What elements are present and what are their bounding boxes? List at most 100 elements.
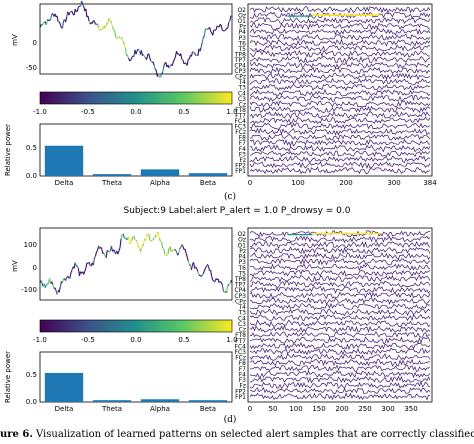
trace-segment: [192, 51, 194, 53]
channel-label: T4: [238, 79, 247, 86]
channel-label: T5: [238, 270, 247, 277]
trace-segment: [105, 250, 108, 258]
channel-label: TP8: [234, 51, 246, 58]
channel-label: FC4: [235, 343, 247, 350]
channel-label: FP1: [235, 394, 246, 401]
trace-segment: [133, 235, 136, 240]
channel-trace-group: [249, 229, 431, 401]
eeg-ytick: 100: [24, 241, 37, 249]
trace-segment: [174, 249, 178, 253]
channel-trace: [249, 122, 431, 130]
trace-segment: [223, 290, 225, 293]
channel-trace: [249, 269, 431, 277]
trace-segment: [153, 65, 156, 70]
channel-trace: [249, 297, 431, 305]
trace-segment: [186, 256, 189, 262]
trace-segment: [73, 9, 76, 16]
channel-trace: [249, 6, 431, 14]
trace-segment: [123, 237, 126, 239]
channel-label: FP1: [235, 168, 246, 175]
channel-trace: [249, 105, 431, 114]
channel-label: TP8: [234, 276, 246, 283]
channel-label: Oz: [238, 13, 246, 20]
trace-segment: [83, 271, 86, 275]
channel-trace: [249, 16, 431, 25]
trace-segment: [184, 248, 187, 254]
channel-xtick: 100: [289, 405, 302, 413]
trace-segment: [109, 20, 112, 24]
trace-segment: [97, 23, 100, 29]
trace-segment: [122, 233, 125, 238]
channel-trace: [249, 258, 431, 266]
channel-trace: [249, 100, 431, 108]
trace-segment: [54, 287, 57, 291]
channel-label: CP3: [234, 68, 246, 75]
colorbar-gradient: [39, 319, 233, 333]
trace-segment: [126, 55, 130, 59]
channel-label: C4: [238, 315, 246, 322]
channel-label: Pz: [239, 248, 246, 255]
trace-segment: [165, 254, 168, 257]
trace-segment: [76, 6, 79, 12]
trace-segment: [227, 22, 230, 29]
trace-segment: [125, 54, 128, 57]
trace-segment: [181, 244, 184, 247]
trace-segment: [59, 281, 62, 287]
channel-label: FT8: [235, 107, 246, 114]
channel-trace: [249, 229, 431, 238]
trace-segment: [203, 29, 206, 37]
channel-label: FC3: [235, 349, 247, 356]
channel-label: CP4: [234, 287, 246, 294]
trace-segment: [169, 246, 172, 253]
trace-segment: [202, 35, 205, 39]
trace-segment: [58, 286, 61, 293]
trace-segment: [219, 281, 222, 284]
channel-trace: [249, 28, 431, 36]
trace-segment: [93, 255, 96, 259]
trace-segment: [106, 249, 109, 252]
channel-trace: [249, 61, 431, 69]
channel-label: T6: [238, 40, 247, 47]
eeg-ylabel: mV: [11, 34, 19, 46]
bar-category-label: Theta: [101, 405, 122, 413]
band-power-chart-d: Delta Theta Alpha Beta Relative power 0.5 0…: [4, 351, 233, 413]
channel-trace: [249, 235, 431, 244]
trace-segment: [157, 73, 160, 78]
trace-segment: [103, 252, 106, 257]
trace-segment: [200, 42, 203, 48]
channel-trace-group: [249, 6, 431, 175]
eeg-plot-frame: [39, 3, 233, 75]
channel-label: Pz: [239, 24, 246, 31]
trace-segment: [110, 22, 114, 27]
channel-trace: [249, 155, 431, 163]
trace-segment: [127, 236, 131, 244]
trace-segment: [122, 41, 125, 45]
panel-d: mV 100 0 -100 -1.0 -0.5 0.0 0.5 1.0 Delt…: [4, 227, 433, 425]
channel-trace: [249, 358, 431, 367]
trace-segment: [163, 248, 166, 255]
bar-chart-frame: [39, 123, 233, 177]
trace-segment: [151, 239, 154, 242]
bar-group: Delta Theta Alpha Beta: [44, 372, 228, 413]
trace-segment: [150, 60, 153, 63]
channel-xtick: 250: [358, 405, 371, 413]
trace-segment: [58, 21, 61, 25]
trace-segment: [177, 252, 180, 256]
channel-label: Fz: [239, 157, 246, 164]
colorbar-tick: -0.5: [81, 336, 95, 344]
trace-segment: [228, 20, 231, 23]
channel-label: F7: [239, 140, 246, 147]
channel-label: O1: [237, 18, 246, 25]
bar-ylabel: Relative power: [4, 351, 12, 403]
bar: [44, 372, 84, 402]
trace-segment: [172, 59, 175, 62]
channel-label: C3: [238, 321, 246, 328]
trace-segment: [134, 239, 137, 241]
trace-segment: [185, 253, 188, 258]
channel-label: T5: [238, 46, 247, 53]
bar-ytick: 0.0: [26, 398, 37, 406]
eeg-waveform-plot-c: mV 0 -50: [11, 1, 233, 78]
trace-segment: [212, 29, 215, 36]
trace-segment: [142, 239, 146, 245]
trace-segment: [190, 51, 194, 57]
